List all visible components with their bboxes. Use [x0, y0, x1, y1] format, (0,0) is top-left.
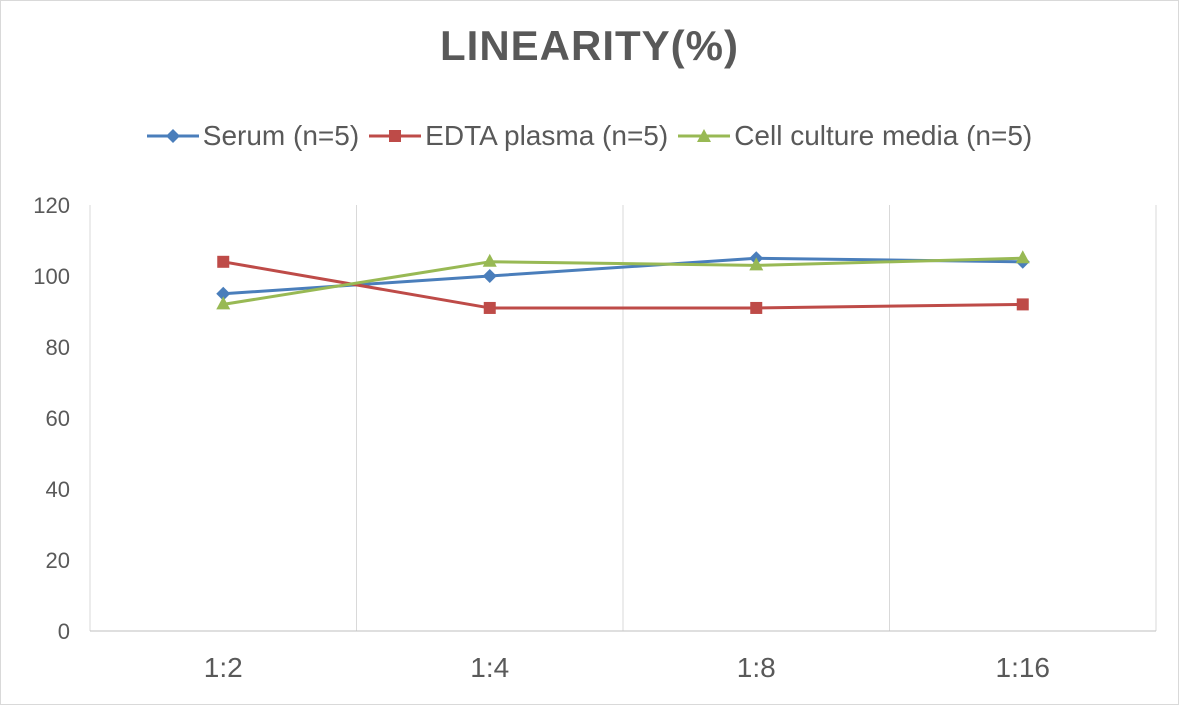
legend-item-cell-culture-media: Cell culture media (n=5)	[678, 120, 1032, 152]
legend-label-edta-plasma: EDTA plasma (n=5)	[425, 120, 669, 151]
y-tick-label: 0	[58, 619, 70, 644]
y-tick-label: 60	[46, 406, 70, 431]
data-point-square	[217, 255, 230, 268]
data-point-square	[483, 301, 496, 314]
chart-title: LINEARITY(%)	[440, 22, 739, 69]
y-tick-label: 20	[46, 548, 70, 573]
legend-item-serum: Serum (n=5)	[146, 120, 360, 152]
y-tick-label: 40	[46, 477, 70, 502]
data-point-triangle	[1015, 250, 1030, 264]
square-marker-icon	[369, 130, 422, 142]
series-line-1	[222, 260, 1023, 310]
series-line-2	[223, 256, 1023, 306]
legend-label-cell-culture-media: Cell culture media (n=5)	[734, 120, 1033, 151]
legend-label-serum: Serum (n=5)	[202, 120, 360, 151]
x-tick-label: 1:8	[737, 652, 776, 683]
legend-item-edta-plasma: EDTA plasma (n=5)	[369, 120, 668, 152]
data-point-diamond	[482, 269, 497, 283]
x-tick-label: 1:16	[996, 652, 1051, 683]
data-point-square	[750, 301, 763, 314]
x-tick-label: 1:4	[470, 652, 509, 683]
triangle-marker-icon	[678, 129, 731, 142]
data-point-triangle	[749, 257, 764, 271]
y-tick-label: 100	[33, 264, 70, 289]
y-tick-label: 120	[33, 193, 70, 218]
x-tick-label: 1:2	[204, 652, 243, 683]
legend: Serum (n=5) EDTA plasma (n=5) Cell cultu…	[0, 120, 1179, 152]
diamond-marker-icon	[146, 129, 199, 143]
y-tick-label: 80	[46, 335, 70, 360]
data-point-triangle	[482, 253, 497, 267]
data-point-triangle	[216, 296, 231, 310]
data-point-square	[1016, 298, 1029, 311]
data-point-diamond	[216, 286, 231, 301]
